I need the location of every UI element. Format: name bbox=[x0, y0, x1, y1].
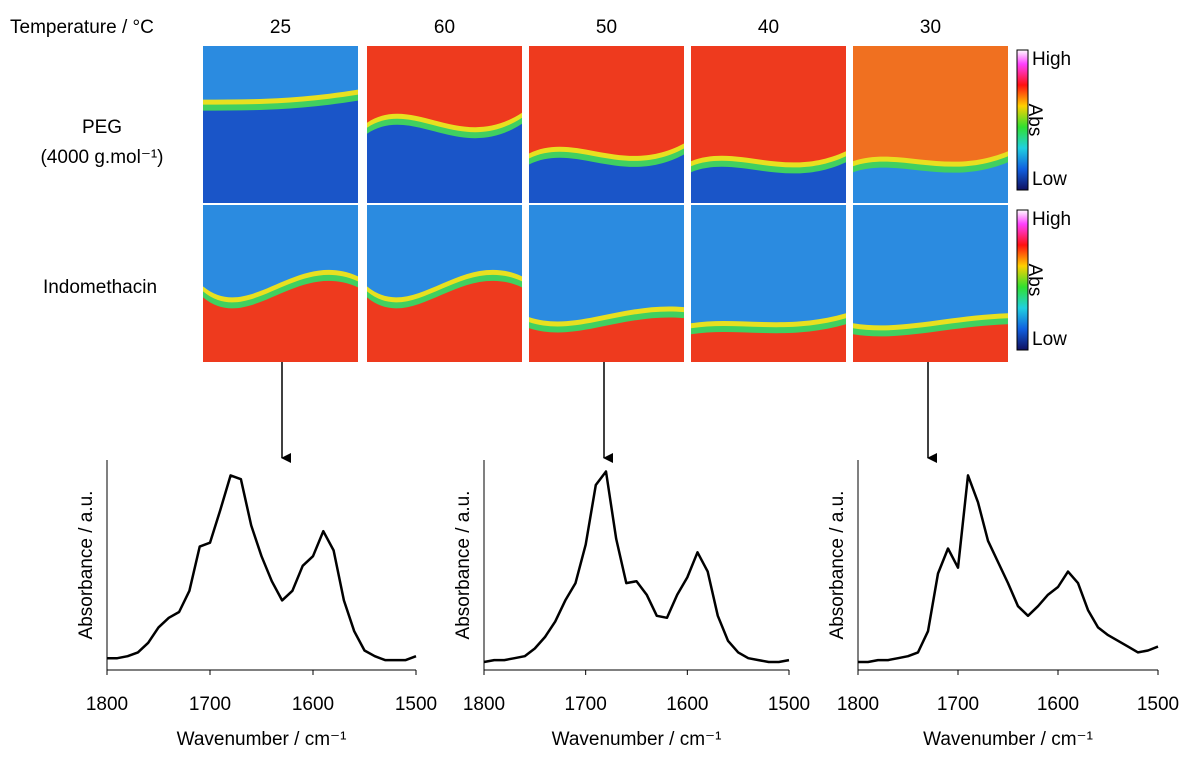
temperature: 25 bbox=[270, 17, 291, 38]
row-label: PEG bbox=[82, 117, 122, 138]
x-axis-label: Wavenumber / cm⁻¹ bbox=[923, 729, 1093, 750]
temperature: 30 bbox=[920, 17, 941, 38]
heatmap-region bbox=[203, 100, 358, 203]
x-tick-label: 1500 bbox=[1137, 694, 1179, 715]
temperature: 60 bbox=[434, 17, 455, 38]
colorbar-label: Abs bbox=[1024, 104, 1045, 137]
temperature: 50 bbox=[596, 17, 617, 38]
heatmap-region bbox=[853, 324, 1008, 362]
x-tick-label: 1500 bbox=[768, 694, 810, 715]
colorbar bbox=[1016, 209, 1029, 351]
y-axis-label: Absorbance / a.u. bbox=[76, 491, 97, 640]
axis-line bbox=[106, 460, 416, 671]
x-tick-label: 1700 bbox=[565, 694, 607, 715]
x-tick-label: 1600 bbox=[666, 694, 708, 715]
colorbar-high: High bbox=[1032, 209, 1071, 230]
x-tick-label: 1700 bbox=[937, 694, 979, 715]
heatmap-region bbox=[529, 317, 684, 362]
spectrum-line bbox=[107, 474, 417, 662]
temperature-label: Temperature / °C bbox=[10, 17, 154, 38]
row-label: Indomethacin bbox=[43, 277, 157, 298]
colorbar-high: High bbox=[1032, 49, 1071, 70]
axis-line bbox=[483, 460, 789, 671]
y-axis-label: Absorbance / a.u. bbox=[453, 491, 474, 640]
spectrum-line bbox=[858, 474, 1159, 664]
colorbar bbox=[1016, 49, 1029, 191]
heatmap-region bbox=[367, 280, 522, 362]
heatmap-region bbox=[853, 162, 1008, 203]
x-tick-label: 1600 bbox=[292, 694, 334, 715]
heatmap-region bbox=[367, 123, 522, 203]
x-tick-label: 1800 bbox=[463, 694, 505, 715]
heatmap-region bbox=[203, 280, 358, 362]
colorbar-low: Low bbox=[1032, 169, 1067, 190]
x-axis-label: Wavenumber / cm⁻¹ bbox=[552, 729, 722, 750]
y-axis-label: Absorbance / a.u. bbox=[827, 491, 848, 640]
heatmap-region bbox=[691, 162, 846, 203]
x-tick-label: 1500 bbox=[395, 694, 437, 715]
row-sublabel: (4000 g.mol⁻¹) bbox=[40, 147, 163, 168]
heatmap-region bbox=[691, 324, 846, 362]
spectrum-line bbox=[483, 470, 790, 664]
x-tick-label: 1800 bbox=[837, 694, 879, 715]
x-axis-label: Wavenumber / cm⁻¹ bbox=[177, 729, 347, 750]
colorbar-low: Low bbox=[1032, 329, 1067, 350]
x-tick-label: 1700 bbox=[189, 694, 231, 715]
heatmap-region bbox=[529, 154, 684, 203]
colorbar-label: Abs bbox=[1024, 264, 1045, 297]
temperature: 40 bbox=[758, 17, 779, 38]
x-tick-label: 1600 bbox=[1037, 694, 1079, 715]
x-tick-label: 1800 bbox=[86, 694, 128, 715]
